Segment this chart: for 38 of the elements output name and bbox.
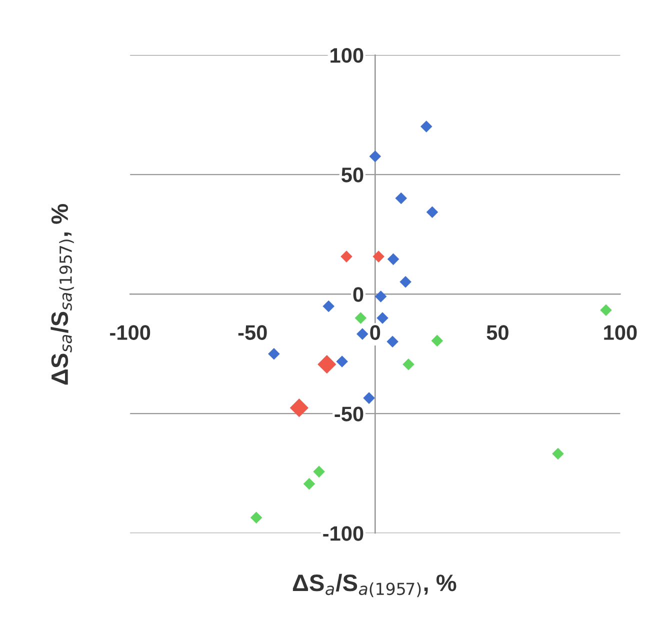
point bbox=[318, 355, 336, 374]
point bbox=[250, 512, 262, 524]
point bbox=[402, 358, 414, 370]
point bbox=[322, 300, 334, 312]
point bbox=[336, 356, 348, 368]
x-tick-label: -100 bbox=[110, 325, 150, 340]
point bbox=[376, 312, 388, 324]
point bbox=[340, 250, 352, 262]
point bbox=[552, 448, 564, 460]
y-tick-label: 100 bbox=[330, 48, 364, 63]
y-tick-label: -50 bbox=[334, 406, 364, 422]
x-tick-label: 100 bbox=[604, 325, 637, 340]
point bbox=[395, 192, 408, 204]
y-tick-label: -100 bbox=[323, 526, 364, 541]
point bbox=[303, 478, 316, 490]
point bbox=[356, 328, 368, 340]
y-tick-label: 0 bbox=[353, 287, 364, 302]
y-axis-title: ΔS$_{sa}$/S$_{sa(1957)}$, % bbox=[50, 204, 74, 385]
point bbox=[431, 334, 444, 347]
point bbox=[372, 250, 384, 262]
x-tick-label: 0 bbox=[370, 325, 380, 340]
point bbox=[420, 120, 432, 132]
x-tick-label: 50 bbox=[486, 325, 508, 340]
x-tick-label: -50 bbox=[238, 325, 267, 340]
point bbox=[313, 466, 325, 478]
point bbox=[386, 336, 398, 348]
point bbox=[369, 150, 382, 162]
point bbox=[600, 304, 612, 316]
point bbox=[374, 290, 387, 302]
point bbox=[363, 392, 375, 404]
point bbox=[400, 276, 412, 288]
point bbox=[387, 253, 400, 266]
point bbox=[426, 206, 438, 218]
point bbox=[290, 398, 308, 418]
point bbox=[354, 312, 367, 324]
point bbox=[268, 348, 280, 360]
x-axis-title: ΔS$_{a}$/S$_{a(1957)}$, % bbox=[292, 574, 456, 598]
y-tick-label: 50 bbox=[342, 168, 364, 182]
